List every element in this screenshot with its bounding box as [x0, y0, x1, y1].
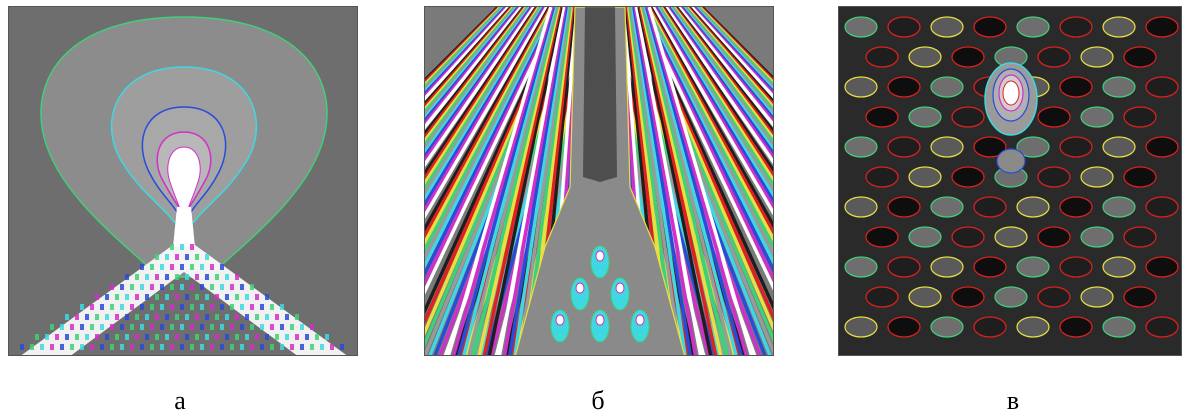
caption-a: а [174, 386, 186, 415]
contour-plot-b [424, 6, 774, 356]
contour-plot-a-graphic [9, 7, 357, 355]
contour-plot-b-graphic [425, 7, 773, 355]
caption-c: в [1006, 386, 1020, 415]
contour-plot-c-graphic [839, 7, 1181, 355]
caption-b: б [591, 386, 605, 415]
contour-plot-c [838, 6, 1182, 356]
contour-plot-a [8, 6, 358, 356]
